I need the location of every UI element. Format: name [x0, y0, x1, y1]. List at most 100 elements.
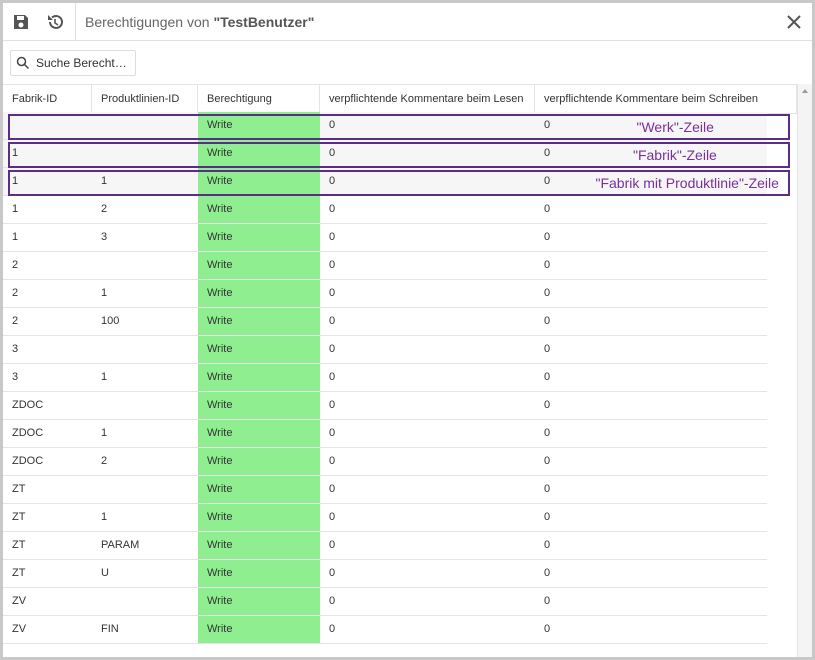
table-cell: 0	[329, 371, 336, 383]
table-cell: 0	[544, 595, 551, 607]
table-cell: ZV	[12, 595, 27, 607]
table-row: 2 1 Write 0 0	[3, 280, 767, 308]
table-row: ZDOC Write 0 0	[3, 392, 767, 420]
table-cell: 0	[544, 203, 551, 215]
table-cell: PARAM	[101, 539, 140, 551]
table-row: 3 Write 0 0	[3, 336, 767, 364]
table-cell: 0	[544, 455, 551, 467]
annotation-box: "Werk"-Zeile	[8, 114, 790, 140]
table-header: Fabrik-ID Produktlinien-ID Berechtigung ver…	[3, 84, 797, 114]
table-cell: Write	[198, 616, 320, 643]
table-cell: 0	[329, 483, 336, 495]
table-row: 1 1 Write 0 0	[3, 168, 767, 196]
table-cell: 0	[329, 623, 336, 635]
scroll-up[interactable]	[798, 84, 812, 98]
table-cell	[92, 392, 198, 419]
table-cell: 2	[12, 315, 19, 327]
table-row: ZDOC 1 Write 0 0	[3, 420, 767, 448]
table-cell: 2	[12, 287, 19, 299]
table-cell: 3	[12, 371, 19, 383]
table-cell: Write	[198, 168, 320, 195]
table-row: Write 0 0	[3, 112, 767, 140]
table-cell: 100	[101, 315, 120, 327]
table-cell: Write	[198, 336, 320, 363]
table-cell: 0	[544, 567, 551, 579]
table-row: ZV FIN Write 0 0	[3, 616, 767, 644]
table-cell: 0	[544, 175, 551, 187]
table-cell: Write	[198, 476, 320, 503]
table-cell	[92, 252, 198, 279]
header: Berechtigungen von "TestBenutzer"	[3, 3, 812, 41]
table-cell: Write	[198, 560, 320, 587]
table-row: 1 2 Write 0 0	[3, 196, 767, 224]
table-cell: 0	[544, 399, 551, 411]
table-cell: ZT	[12, 539, 26, 551]
annotation-box: "Fabrik mit Produktlinie"-Zeile	[8, 170, 790, 196]
separator	[75, 3, 76, 40]
table-cell: ZT	[12, 483, 26, 495]
table-cell: 1	[12, 203, 19, 215]
column-header: verpflichtende Kommentare beim Lesen	[320, 85, 535, 113]
search-box[interactable]: Suche Berecht…	[10, 50, 136, 76]
table-cell: Write	[198, 224, 320, 251]
table-cell: 0	[544, 259, 551, 271]
title-text: Berechtigungen von	[85, 14, 214, 30]
table-cell: ZV	[12, 623, 27, 635]
table-cell: 0	[329, 315, 336, 327]
table-cell: 2	[12, 259, 19, 271]
scrollbar[interactable]	[797, 84, 812, 657]
table-cell: 0	[329, 427, 336, 439]
search-icon	[16, 56, 30, 70]
table-row: 1 3 Write 0 0	[3, 224, 767, 252]
table-cell: 1	[101, 371, 108, 383]
table-cell	[92, 476, 198, 503]
table-row: 3 1 Write 0 0	[3, 364, 767, 392]
table-cell: 0	[329, 203, 336, 215]
table-cell: 0	[544, 539, 551, 551]
table-cell: 1	[12, 231, 19, 243]
table-cell: 3	[101, 231, 108, 243]
table-cell: 0	[329, 119, 336, 131]
table-cell: Write	[198, 364, 320, 391]
table-cell: 0	[544, 231, 551, 243]
table-cell: 0	[544, 427, 551, 439]
table-cell: 0	[544, 511, 551, 523]
table-cell: U	[101, 567, 109, 579]
table-cell: 0	[329, 399, 336, 411]
table-cell: 1	[101, 427, 108, 439]
table-cell: 1	[101, 511, 108, 523]
table-cell: 0	[329, 287, 336, 299]
table-cell: 0	[544, 623, 551, 635]
table-cell: 0	[329, 595, 336, 607]
table-cell: Write	[198, 504, 320, 531]
table-cell: 0	[544, 315, 551, 327]
history-icon[interactable]	[45, 12, 65, 32]
table-row: ZDOC 2 Write 0 0	[3, 448, 767, 476]
search-placeholder: Suche Berecht…	[36, 56, 127, 70]
table-cell: ZDOC	[12, 399, 44, 411]
annotation-label: "Fabrik"-Zeile	[633, 147, 717, 163]
table-row: ZT Write 0 0	[3, 476, 767, 504]
table-cell: Write	[198, 448, 320, 475]
user-name: "TestBenutzer"	[213, 14, 315, 30]
table-row: ZV Write 0 0	[3, 588, 767, 616]
table-cell: 0	[329, 147, 336, 159]
column-header: Produktlinien-ID	[92, 85, 198, 113]
table-cell: 0	[329, 259, 336, 271]
close-icon[interactable]	[785, 13, 803, 31]
annotation-label: "Fabrik mit Produktlinie"-Zeile	[595, 175, 779, 191]
table-cell: Write	[198, 280, 320, 307]
table-cell: 1	[101, 287, 108, 299]
table-cell: Write	[198, 140, 320, 167]
table-cell: 0	[329, 231, 336, 243]
annotation-box: "Fabrik"-Zeile	[8, 142, 790, 168]
table-cell: 0	[544, 483, 551, 495]
title: Berechtigungen von "TestBenutzer"	[85, 14, 314, 30]
table-cell: 1	[12, 147, 19, 159]
column-header: Fabrik-ID	[3, 85, 92, 113]
table-cell: 0	[329, 175, 336, 187]
table-cell: 0	[329, 455, 336, 467]
save-icon[interactable]	[11, 12, 31, 32]
table-cell: 2	[101, 455, 108, 467]
table-row: 2 Write 0 0	[3, 252, 767, 280]
